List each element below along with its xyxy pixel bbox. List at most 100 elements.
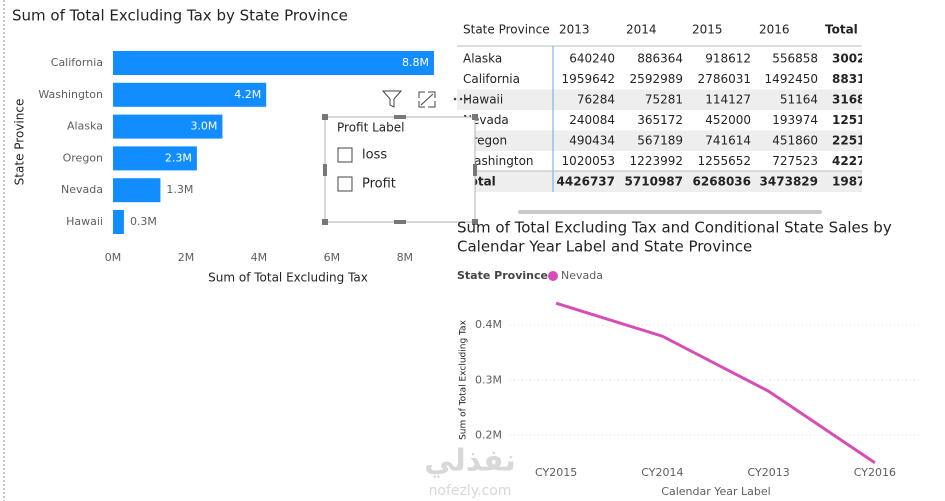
table-cell: 2592989 <box>630 72 683 86</box>
legend-marker <box>548 271 558 281</box>
table-cell: 3473829 <box>760 175 818 189</box>
table-cell: 240084 <box>569 113 615 127</box>
chart-title: Calendar Year Label and State Province <box>457 238 752 256</box>
x-tick-label: 4M <box>251 251 268 264</box>
column-header[interactable]: 2013 <box>559 23 590 37</box>
data-label: 8.8M <box>402 56 429 69</box>
bar[interactable] <box>113 146 197 171</box>
x-tick-label: 6M <box>324 251 341 264</box>
data-label: 2.3M <box>165 151 192 164</box>
y-axis-title: State Province <box>13 99 27 186</box>
table-cell: 3002074 <box>832 52 890 66</box>
checkbox[interactable] <box>337 176 353 192</box>
y-tick-label: Oregon <box>63 151 103 164</box>
y-tick-label: 0.2M <box>475 428 502 441</box>
legend-title: State Province <box>457 269 548 282</box>
slicer-box <box>324 116 476 223</box>
table-cell: 2786031 <box>698 72 751 86</box>
bar[interactable] <box>113 114 223 139</box>
table-cell: 2251097 <box>832 134 890 148</box>
more-icon[interactable] <box>453 97 457 101</box>
x-tick-label: CY2015 <box>535 466 577 479</box>
y-tick-label: Washington <box>38 88 103 101</box>
data-label: 0.3M <box>130 215 157 228</box>
resize-handle[interactable] <box>322 114 328 120</box>
table-cell: 114127 <box>705 93 751 107</box>
column-header[interactable]: 2016 <box>759 23 790 37</box>
table-cell: 76284 <box>577 93 615 107</box>
x-tick-label: CY2014 <box>641 466 683 479</box>
data-label: 4.2M <box>234 88 261 101</box>
table-cell: 1959642 <box>562 72 615 86</box>
table-cell: 4426737 <box>557 175 615 189</box>
table-cell: 51164 <box>780 93 818 107</box>
x-axis-title: Calendar Year Label <box>661 485 770 498</box>
table-visual[interactable]: State Province 2013 2014 2015 2016 Total Alask… <box>457 23 899 193</box>
y-axis-title: Sum of Total Excluding Tax <box>459 319 469 439</box>
table-cell: 918612 <box>705 52 751 66</box>
chart-title: Sum of Total Excluding Tax and Condition… <box>457 219 892 237</box>
bar[interactable] <box>113 210 124 234</box>
data-label: 3.0M <box>190 120 217 133</box>
watermark-logo: نفذلي <box>424 444 516 479</box>
bar[interactable] <box>113 51 434 75</box>
slicer-item[interactable]: loss <box>362 148 387 163</box>
resize-handle[interactable] <box>322 219 328 225</box>
slicer[interactable]: Profit Label loss Profit <box>322 90 478 225</box>
table-cell: 490434 <box>569 134 615 148</box>
table-cell: Hawaii <box>463 93 503 107</box>
table-cell: 193974 <box>772 113 818 127</box>
checkbox[interactable] <box>337 147 353 163</box>
table-cell: 316856 <box>832 93 882 107</box>
resize-handle[interactable] <box>472 114 478 120</box>
watermark-url: nofezly.com <box>429 483 512 499</box>
column-header[interactable]: Total <box>825 23 858 37</box>
table-cell: 567189 <box>637 134 683 148</box>
table-cell: 727523 <box>772 154 818 168</box>
table-cell: Alaska <box>463 52 502 66</box>
column-header[interactable]: State Province <box>463 23 550 37</box>
table-cell: 886364 <box>637 52 683 66</box>
more-icon[interactable] <box>459 97 463 101</box>
x-tick-label: CY2013 <box>748 466 790 479</box>
legend-label[interactable]: Nevada <box>561 269 603 282</box>
y-tick-label: Nevada <box>61 183 103 196</box>
table-cell: 365172 <box>637 113 683 127</box>
slicer-item[interactable]: Profit <box>362 177 396 192</box>
y-tick-label: Alaska <box>67 120 103 133</box>
focus-icon[interactable] <box>418 91 436 108</box>
column-header[interactable]: 2014 <box>626 23 657 37</box>
bar[interactable] <box>113 82 267 107</box>
row-band <box>457 171 862 192</box>
table-cell: 640240 <box>569 52 615 66</box>
data-label: 1.3M <box>166 183 193 196</box>
y-tick-label: 0.3M <box>475 373 502 386</box>
filter-icon[interactable] <box>381 90 403 108</box>
table-cell: 75281 <box>645 93 683 107</box>
table-cell: 6268036 <box>693 175 751 189</box>
resize-handle[interactable] <box>394 220 406 224</box>
chart-title: Sum of Total Excluding Tax by State Prov… <box>12 7 348 25</box>
table-cell: 8831112 <box>832 72 890 86</box>
table-cell: 1020053 <box>562 154 615 168</box>
table-cell: 1492450 <box>765 72 818 86</box>
resize-handle[interactable] <box>323 164 327 176</box>
column-header[interactable]: 2015 <box>692 23 723 37</box>
more-icon[interactable] <box>465 97 469 101</box>
line <box>555 301 876 465</box>
table-cell: 1255652 <box>698 154 751 168</box>
table-cell: 5710987 <box>625 175 683 189</box>
y-tick-label: Hawaii <box>66 215 103 228</box>
table-cell: 451860 <box>772 134 818 148</box>
resize-handle[interactable] <box>394 115 406 119</box>
slicer-title: Profit Label <box>337 121 405 135</box>
resize-handle[interactable] <box>473 164 477 176</box>
x-tick-label: 2M <box>178 251 195 264</box>
table-cell: Washington <box>463 154 534 168</box>
table-cell: California <box>463 72 520 86</box>
table-cell: 452000 <box>705 113 751 127</box>
table-cell: 1223992 <box>630 154 683 168</box>
table-cell: 19879589 <box>832 175 899 189</box>
resize-handle[interactable] <box>472 219 478 225</box>
bar[interactable] <box>113 178 161 203</box>
